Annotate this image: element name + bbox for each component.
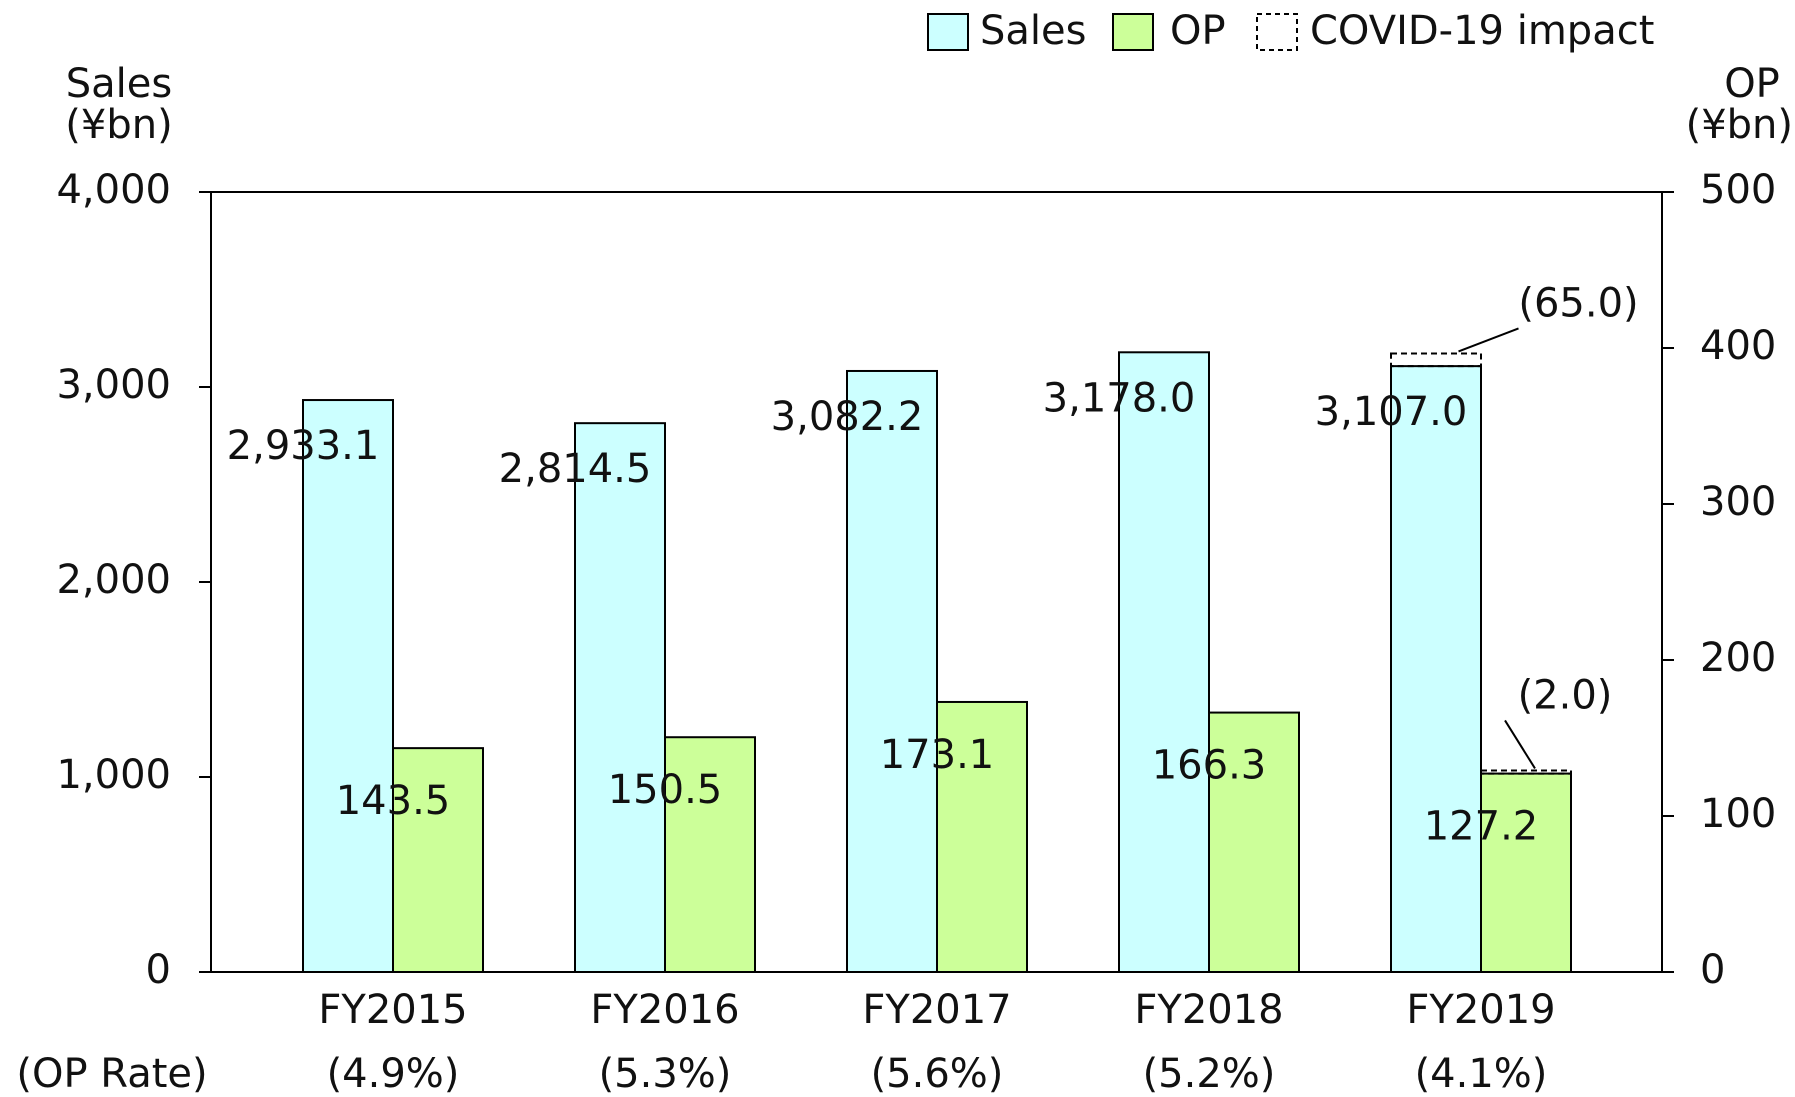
- x-tick-label: FY2015: [318, 987, 467, 1033]
- y2-tick-label: 400: [1700, 323, 1776, 369]
- legend-swatch: [1112, 13, 1154, 51]
- impact-box: [1390, 352, 1482, 368]
- data-label: 143.5: [336, 778, 451, 824]
- legend-swatch: [927, 13, 969, 51]
- bar: [1208, 711, 1300, 974]
- y2-axis-title: OP: [1724, 61, 1780, 107]
- op-rate-label: (5.6%): [871, 1051, 1004, 1097]
- bar: [936, 700, 1028, 973]
- op-rate-label: (4.9%): [327, 1051, 460, 1097]
- y-tick-label: 4,000: [56, 167, 171, 213]
- data-label: 3,107.0: [1315, 389, 1468, 435]
- data-label: 150.5: [608, 767, 723, 813]
- impact-label: (2.0): [1518, 672, 1613, 718]
- y-tick-label: 3,000: [56, 362, 171, 408]
- x-tick-label: FY2019: [1406, 987, 1555, 1033]
- y-tick-label: 1,000: [56, 752, 171, 798]
- data-label: 2,814.5: [499, 446, 652, 492]
- legend-label: COVID-19 impact: [1310, 8, 1654, 54]
- x-tick-label: FY2016: [590, 987, 739, 1033]
- data-label: 127.2: [1424, 804, 1539, 850]
- y-tick-label: 2,000: [56, 557, 171, 603]
- bar: [574, 422, 666, 973]
- impact-label: (65.0): [1518, 280, 1638, 326]
- op-rate-label: (4.1%): [1415, 1051, 1548, 1097]
- data-label: 173.1: [880, 732, 995, 778]
- leader-line: [1504, 719, 1536, 769]
- legend-label: OP: [1170, 8, 1226, 54]
- op-rate-title: (OP Rate): [16, 1051, 207, 1097]
- y2-tick-label: 500: [1700, 167, 1776, 213]
- y2-tick-label: 300: [1700, 479, 1776, 525]
- y-axis-title: (¥bn): [65, 102, 172, 148]
- bar: [664, 736, 756, 973]
- y2-tick-label: 100: [1700, 791, 1776, 837]
- data-label: 3,178.0: [1043, 375, 1196, 421]
- legend-label: Sales: [980, 8, 1086, 54]
- x-tick-label: FY2018: [1134, 987, 1283, 1033]
- data-label: 166.3: [1152, 743, 1267, 789]
- bar: [1390, 365, 1482, 973]
- bar: [302, 399, 394, 974]
- impact-box: [1480, 769, 1572, 775]
- bar: [1118, 351, 1210, 974]
- y2-axis-title: (¥bn): [1686, 102, 1793, 148]
- y2-tick-label: 0: [1700, 947, 1725, 993]
- bar: [1480, 772, 1572, 973]
- data-label: 3,082.2: [771, 394, 924, 440]
- y-tick-label: 0: [146, 947, 171, 993]
- op-rate-label: (5.2%): [1143, 1051, 1276, 1097]
- bar: [392, 747, 484, 974]
- bar: [846, 369, 938, 973]
- legend-swatch: [1256, 13, 1298, 51]
- data-label: 2,933.1: [227, 423, 380, 469]
- op-rate-label: (5.3%): [599, 1051, 732, 1097]
- leader-line: [1458, 327, 1519, 353]
- y-axis-title: Sales: [66, 61, 172, 107]
- y2-tick-label: 200: [1700, 635, 1776, 681]
- x-tick-label: FY2017: [862, 987, 1011, 1033]
